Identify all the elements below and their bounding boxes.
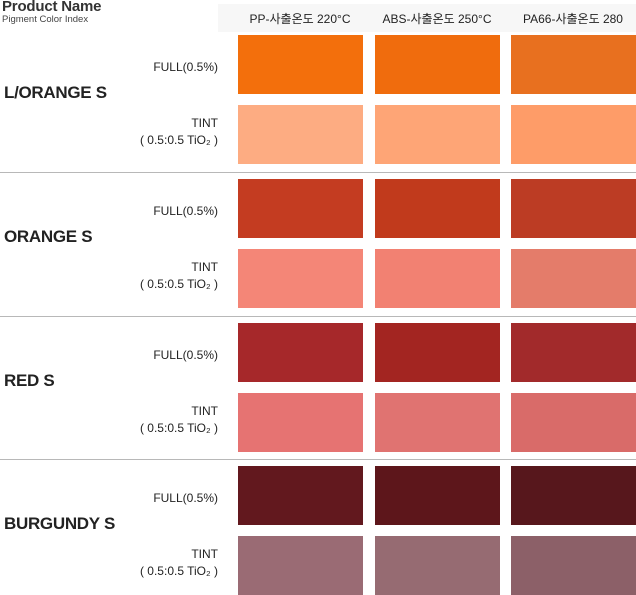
full-row-label: FULL(0.5%): [153, 204, 218, 218]
tint-color-swatch: [238, 393, 363, 452]
tint-color-swatch: [238, 105, 363, 164]
full-color-swatch: [238, 323, 363, 382]
column-header-pa66: PA66-사출온도 280: [523, 12, 623, 26]
column-header-pp: PP-사출온도 220°C: [249, 12, 351, 26]
product-name-label: RED S: [4, 371, 55, 390]
full-row-label: FULL(0.5%): [153, 60, 218, 74]
tint-row-label: TINT: [191, 260, 218, 274]
product-name-label: L/ORANGE S: [4, 83, 107, 102]
tint-ratio-label: ( 0.5:0.5 TiO₂ ): [139, 421, 218, 435]
tint-color-swatch: [238, 536, 363, 595]
full-color-swatch: [511, 35, 636, 94]
tint-color-swatch: [375, 249, 500, 308]
product-name-label: BURGUNDY S: [4, 514, 115, 533]
full-color-swatch: [238, 179, 363, 238]
tint-color-swatch: [511, 105, 636, 164]
tint-color-swatch: [238, 249, 363, 308]
tint-color-swatch: [375, 393, 500, 452]
column-header-band: [218, 4, 636, 32]
tint-ratio-label: ( 0.5:0.5 TiO₂ ): [139, 133, 218, 147]
full-color-swatch: [511, 466, 636, 525]
full-color-swatch: [375, 323, 500, 382]
product-name-label: ORANGE S: [4, 227, 93, 246]
tint-color-swatch: [375, 536, 500, 595]
tint-ratio-label: ( 0.5:0.5 TiO₂ ): [139, 277, 218, 291]
full-row-label: FULL(0.5%): [153, 348, 218, 362]
tint-ratio-label: ( 0.5:0.5 TiO₂ ): [139, 564, 218, 578]
product-name-header: Product Name: [2, 0, 102, 15]
column-header-abs: ABS-사출온도 250°C: [382, 12, 492, 26]
tint-color-swatch: [511, 536, 636, 595]
tint-row-label: TINT: [191, 116, 218, 130]
tint-color-swatch: [375, 105, 500, 164]
pigment-color-index-subheader: Pigment Color Index: [2, 14, 89, 25]
tint-row-label: TINT: [191, 404, 218, 418]
full-color-swatch: [238, 466, 363, 525]
group-separator: [0, 316, 636, 317]
full-row-label: FULL(0.5%): [153, 491, 218, 505]
full-color-swatch: [375, 466, 500, 525]
group-separator: [0, 459, 636, 460]
tint-row-label: TINT: [191, 547, 218, 561]
full-color-swatch: [375, 35, 500, 94]
full-color-swatch: [511, 323, 636, 382]
full-color-swatch: [238, 35, 363, 94]
tint-color-swatch: [511, 249, 636, 308]
tint-color-swatch: [511, 393, 636, 452]
full-color-swatch: [375, 179, 500, 238]
group-separator: [0, 172, 636, 173]
full-color-swatch: [511, 179, 636, 238]
